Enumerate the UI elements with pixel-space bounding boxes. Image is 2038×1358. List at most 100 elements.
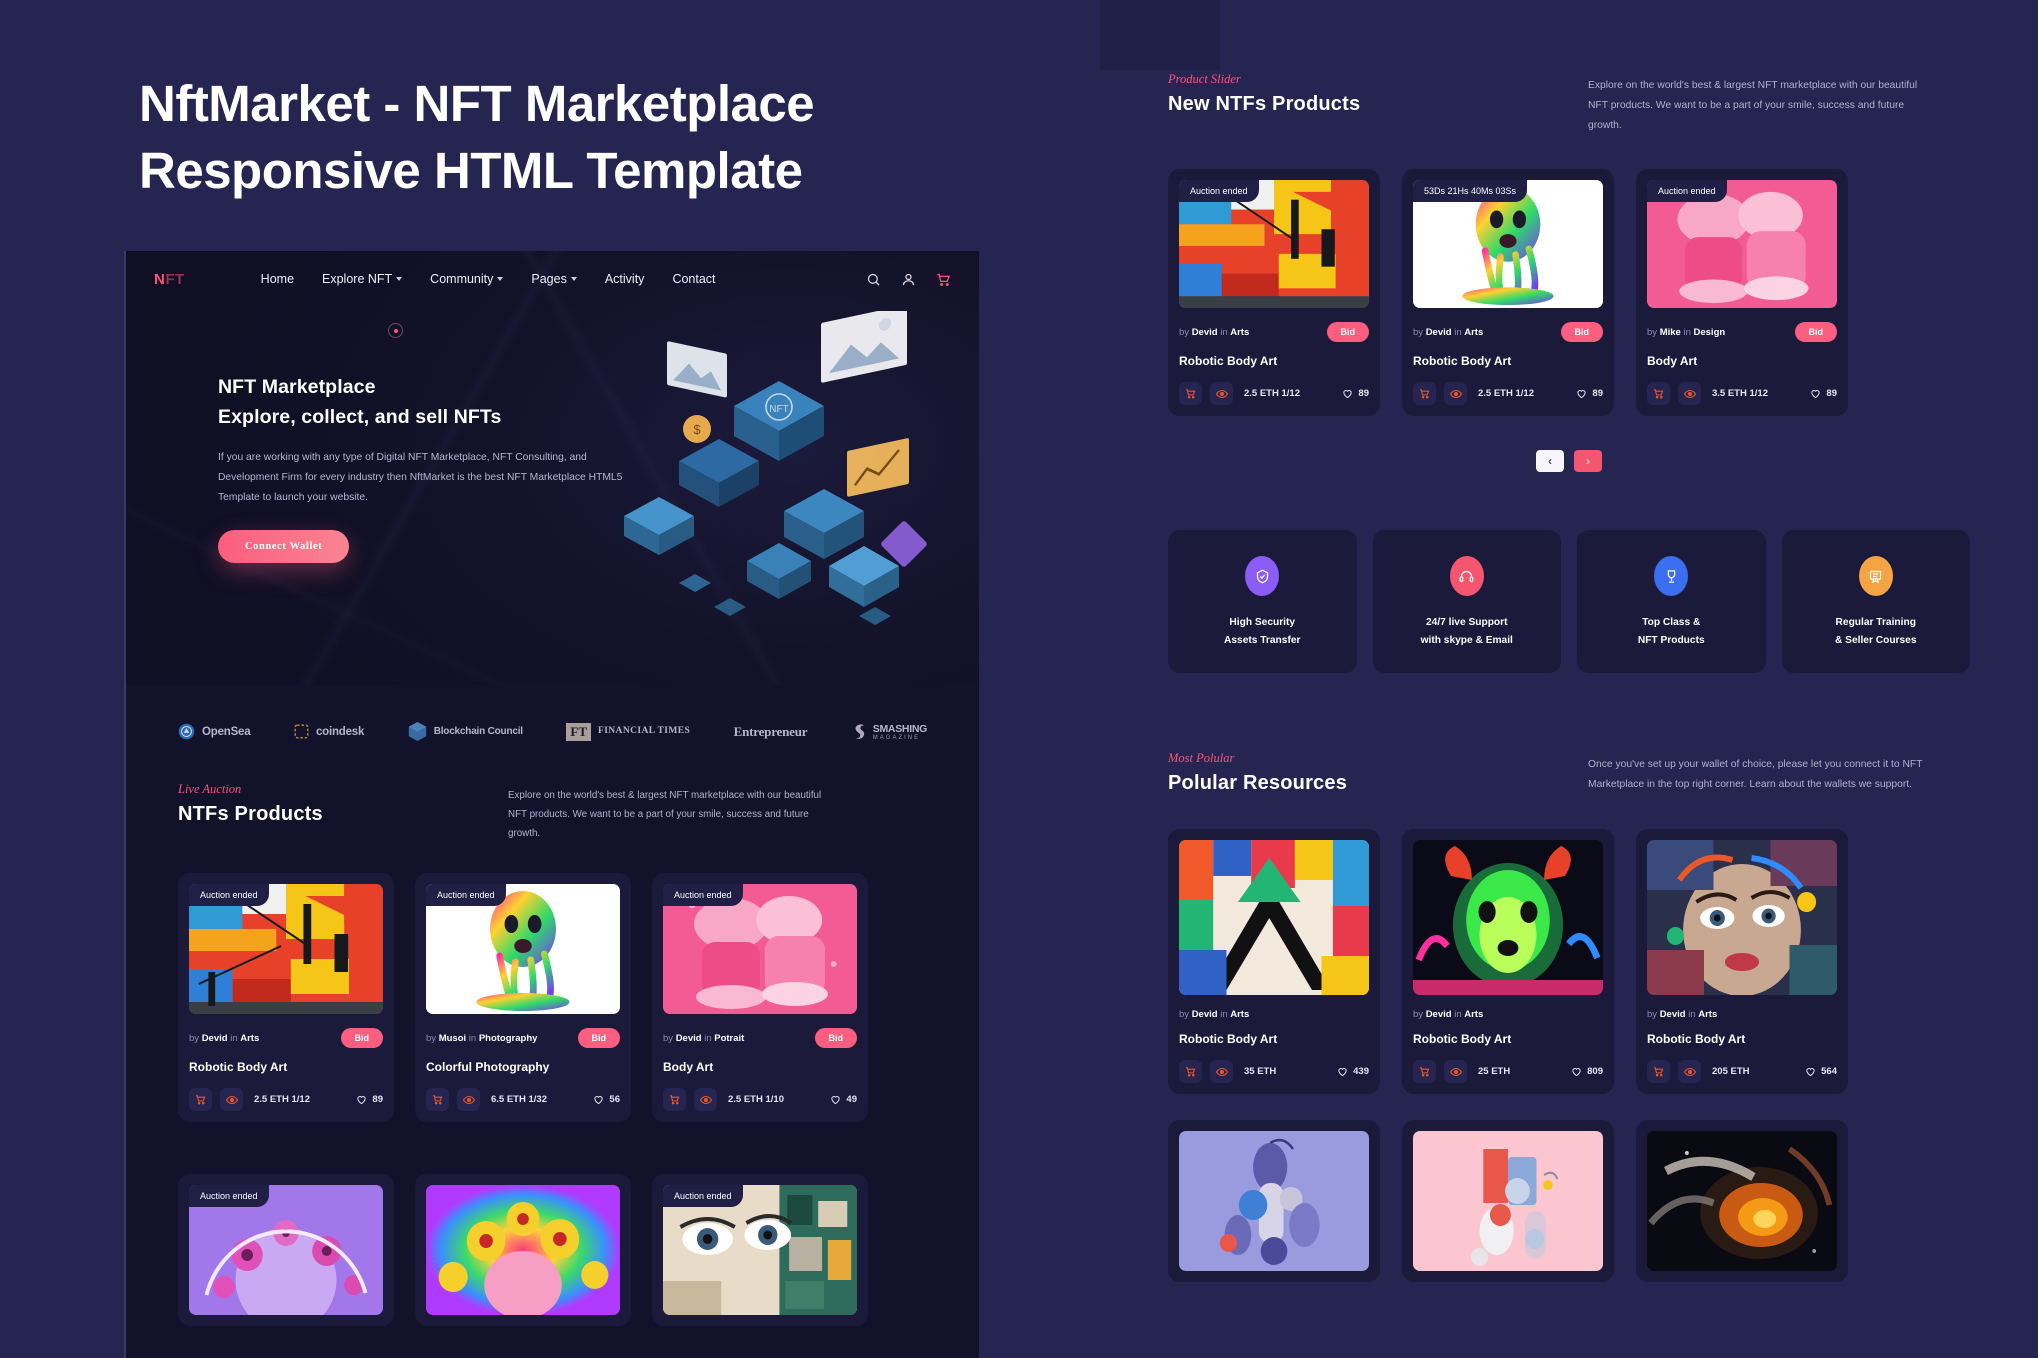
brand-smashing-magazine: SMASHING MAGAZINE	[851, 723, 927, 741]
live-auction-grid: Auction ended	[126, 843, 979, 1123]
cart-icon[interactable]	[663, 1088, 686, 1112]
nft-title: Robotic Body Art	[189, 1060, 288, 1075]
cart-icon[interactable]	[1413, 382, 1436, 406]
nft-title: Robotic Body Art	[1413, 354, 1512, 369]
bid-button[interactable]: Bid	[1326, 322, 1369, 343]
bid-button[interactable]: Bid	[577, 1028, 620, 1049]
nav-item-home[interactable]: Home	[261, 272, 294, 286]
nft-card[interactable]	[1636, 1120, 1848, 1283]
nft-meta: by Devid in Arts	[1647, 1009, 1837, 1020]
svg-text:$: $	[693, 422, 701, 437]
nft-author: by Devid in Arts	[1413, 326, 1484, 338]
site-logo[interactable]: NFT	[154, 271, 185, 288]
svg-text:NFT: NFT	[769, 404, 788, 415]
slider-next-button[interactable]: ›	[1574, 450, 1602, 473]
cart-icon[interactable]	[1179, 1060, 1202, 1084]
brand-coindesk: coindesk	[294, 724, 364, 739]
eye-icon[interactable]	[457, 1088, 480, 1112]
eye-icon[interactable]	[1678, 382, 1701, 406]
cart-icon[interactable]	[936, 272, 951, 287]
feature-box[interactable]: Regular Training & Seller Courses	[1781, 530, 1970, 673]
eye-icon[interactable]	[1444, 382, 1467, 406]
like-count[interactable]: 49	[830, 1094, 857, 1105]
nft-price: 3.5 ETH 1/12	[1712, 388, 1768, 400]
nft-title: Robotic Body Art	[1413, 1032, 1512, 1047]
isometric-illustration: NFT	[624, 311, 927, 625]
eye-icon[interactable]	[694, 1088, 717, 1112]
eye-icon[interactable]	[1210, 382, 1233, 406]
nav-item-community[interactable]: Community	[430, 272, 504, 286]
nft-image: 53Ds 21Hs 40Ms 03Ss	[1413, 180, 1603, 309]
user-icon[interactable]	[901, 272, 916, 287]
status-badge: Auction ended	[1647, 180, 1727, 203]
nft-card[interactable]: by Devid in Arts Robotic Body Art 25 ETH…	[1402, 829, 1614, 1095]
nft-footer: 2.5 ETH 1/12 89	[189, 1088, 383, 1112]
eye-icon[interactable]	[1678, 1060, 1701, 1084]
nft-card[interactable]	[1168, 1120, 1380, 1283]
feature-box[interactable]: Top Class & NFT Products	[1577, 530, 1766, 673]
cart-icon[interactable]	[1647, 1060, 1670, 1084]
nft-card[interactable]: 53Ds 21Hs 40Ms 03Ss	[1402, 169, 1614, 417]
slider-prev-button[interactable]: ‹	[1536, 450, 1564, 473]
bid-button[interactable]: Bid	[1560, 322, 1603, 343]
nav-item-pages[interactable]: Pages	[531, 272, 577, 286]
nft-card[interactable]: Auction ended	[652, 873, 868, 1123]
nft-footer: 6.5 ETH 1/32 56	[426, 1088, 620, 1112]
feature-label: Top Class & NFT Products	[1637, 617, 1705, 646]
like-count[interactable]: 439	[1337, 1066, 1369, 1077]
bid-button[interactable]: Bid	[340, 1028, 383, 1049]
nft-image	[1413, 840, 1603, 996]
connect-wallet-button[interactable]: Connect Wallet	[218, 530, 350, 564]
nft-author: by Devid in Arts	[1179, 1009, 1250, 1021]
cart-icon[interactable]	[1647, 382, 1670, 406]
popular-grid-row2	[1168, 1120, 1970, 1283]
nft-card[interactable]: Auction ended	[652, 1174, 868, 1327]
hero-copy: NFT Marketplace Explore, collect, and se…	[218, 373, 648, 564]
like-count[interactable]: 56	[593, 1094, 620, 1105]
eye-icon[interactable]	[220, 1088, 243, 1112]
search-icon[interactable]	[866, 272, 881, 287]
countdown-badge: 53Ds 21Hs 40Ms 03Ss	[1413, 180, 1528, 203]
heart-icon	[357, 1096, 367, 1105]
like-count[interactable]: 809	[1571, 1066, 1603, 1077]
feature-box[interactable]: High Security Assets Transfer	[1168, 530, 1357, 673]
nft-author: by Devid in Potrait	[663, 1032, 745, 1044]
nft-image: Auction ended	[426, 884, 620, 1015]
nav-item-contact[interactable]: Contact	[672, 272, 715, 286]
like-count[interactable]: 89	[1810, 388, 1837, 399]
cart-icon[interactable]	[189, 1088, 212, 1112]
nft-card[interactable]: Auction ended	[178, 873, 394, 1123]
nft-card[interactable]: Auction ended by Mus	[415, 873, 631, 1123]
nft-card[interactable]: Auction ended by Mike in Design	[1636, 169, 1848, 417]
feature-box[interactable]: 24/7 live Support with skype & Email	[1372, 530, 1561, 673]
nft-author: by Devid in Arts	[189, 1032, 260, 1044]
eye-icon[interactable]	[1210, 1060, 1233, 1084]
like-count[interactable]: 564	[1805, 1066, 1837, 1077]
nft-card[interactable]: Auction ended	[178, 1174, 394, 1327]
artwork-purple-flower-face	[189, 1185, 383, 1316]
certificate-icon	[1858, 556, 1893, 597]
nft-card[interactable]: Auction ended	[1168, 169, 1380, 417]
like-count[interactable]: 89	[356, 1094, 383, 1105]
bid-button[interactable]: Bid	[814, 1028, 857, 1049]
nav-item-activity[interactable]: Activity	[605, 272, 645, 286]
cart-icon[interactable]	[1179, 382, 1202, 406]
cart-icon[interactable]	[1413, 1060, 1436, 1084]
nft-image: Auction ended	[663, 884, 857, 1015]
like-count[interactable]: 89	[1342, 388, 1369, 399]
nft-card[interactable]: by Devid in Arts Robotic Body Art 35 ETH…	[1168, 829, 1380, 1095]
feature-label: Regular Training & Seller Courses	[1834, 617, 1917, 646]
eye-icon[interactable]	[1444, 1060, 1467, 1084]
nft-card[interactable]	[1402, 1120, 1614, 1283]
nft-meta: by Devid in Arts Bid	[1179, 322, 1369, 343]
nft-card[interactable]: by Devid in Arts Robotic Body Art 205 ET…	[1636, 829, 1848, 1095]
like-count[interactable]: 89	[1576, 388, 1603, 399]
section-description: Once you've set up your wallet of choice…	[1588, 758, 1923, 790]
nft-card[interactable]	[415, 1174, 631, 1327]
status-badge: Auction ended	[1179, 180, 1259, 203]
cart-icon[interactable]	[426, 1088, 449, 1112]
nav-item-explore-nft[interactable]: Explore NFT	[322, 272, 403, 286]
bid-button[interactable]: Bid	[1794, 322, 1837, 343]
trophy-icon	[1654, 556, 1689, 597]
